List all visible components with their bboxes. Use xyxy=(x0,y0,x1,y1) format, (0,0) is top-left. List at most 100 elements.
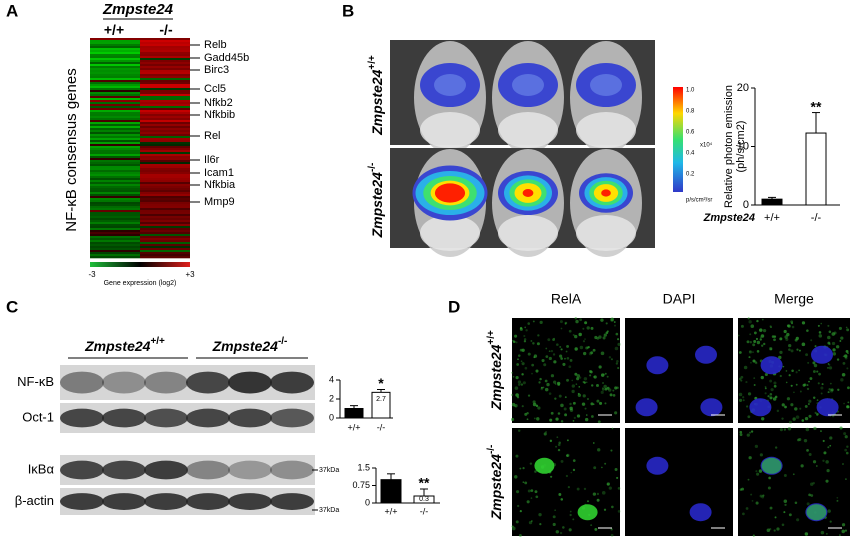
stain xyxy=(568,365,572,369)
row-label: Zmpste24+/+ xyxy=(486,330,504,411)
stain xyxy=(554,383,557,385)
stain xyxy=(519,467,522,470)
nucleus xyxy=(760,356,783,375)
nucleus xyxy=(811,345,833,364)
stain xyxy=(758,469,763,473)
heatmap-cell xyxy=(140,146,190,149)
colorbar-unit: p/s/cm²/sr xyxy=(686,198,712,204)
stain xyxy=(559,531,563,535)
stain xyxy=(759,338,762,341)
stain xyxy=(825,479,829,483)
stain xyxy=(785,337,789,341)
heatmap-cell xyxy=(140,118,190,121)
stain xyxy=(533,417,536,420)
stain xyxy=(778,355,782,360)
stain xyxy=(532,402,537,407)
stain xyxy=(810,339,813,342)
heatmap-cell xyxy=(90,106,140,109)
stain xyxy=(594,527,598,531)
stain xyxy=(566,453,570,457)
heatmap-cell xyxy=(140,142,190,145)
stain xyxy=(814,345,817,348)
stain xyxy=(816,399,819,401)
stain xyxy=(548,392,552,395)
stain xyxy=(820,430,822,433)
stain xyxy=(536,342,540,346)
stain xyxy=(552,522,556,527)
stain xyxy=(772,397,777,401)
heatmap-cell xyxy=(140,208,190,211)
heatmap-cell xyxy=(90,176,140,179)
heatmap-cell xyxy=(90,118,140,121)
stain xyxy=(770,388,774,392)
stain xyxy=(608,356,612,359)
micrograph xyxy=(738,428,850,536)
stain xyxy=(810,494,814,497)
stain xyxy=(554,509,556,512)
y-tick-label: 20 xyxy=(737,82,749,94)
stain xyxy=(521,362,525,366)
heatmap-cell xyxy=(90,192,140,195)
panel-label: B xyxy=(342,1,354,20)
stain xyxy=(572,468,576,472)
stain xyxy=(604,402,607,405)
heatmap-cell xyxy=(140,56,190,59)
stain xyxy=(754,396,758,400)
heatmap-cell xyxy=(140,80,190,83)
stain xyxy=(576,414,581,418)
stain xyxy=(555,417,559,421)
stain xyxy=(610,317,614,321)
stain xyxy=(597,420,601,424)
band xyxy=(60,371,104,394)
y-tick-label: 2 xyxy=(329,393,334,403)
stain xyxy=(770,326,772,329)
band xyxy=(270,371,314,394)
heatmap-cell xyxy=(90,240,140,243)
heatmap-cell xyxy=(140,52,190,55)
stain xyxy=(519,348,523,352)
stain xyxy=(576,487,580,491)
stain xyxy=(521,373,524,376)
stain xyxy=(559,345,562,348)
stain xyxy=(516,363,520,366)
stain xyxy=(530,489,534,493)
heatmap-cell xyxy=(90,84,140,87)
stain xyxy=(846,328,850,332)
y-label: (ph/s/cm2) xyxy=(735,121,747,173)
band xyxy=(270,493,314,510)
stain xyxy=(524,481,528,485)
band xyxy=(270,408,314,428)
stain xyxy=(814,411,817,414)
stain xyxy=(783,329,787,334)
heatmap-cell xyxy=(90,180,140,183)
stain xyxy=(784,503,787,507)
band xyxy=(228,371,272,394)
stain xyxy=(774,516,777,519)
stain xyxy=(806,448,809,452)
stain xyxy=(569,402,572,406)
panel-label: D xyxy=(448,297,460,316)
genotype: Zmpste24 xyxy=(212,338,279,354)
stain xyxy=(764,372,768,377)
stain xyxy=(750,324,755,328)
heatmap-cell xyxy=(140,88,190,91)
stain xyxy=(527,394,531,397)
band xyxy=(144,408,188,428)
stain xyxy=(801,419,805,422)
stain xyxy=(831,341,836,346)
gene-label: Nfkb2 xyxy=(204,97,233,109)
stain xyxy=(828,343,831,345)
heatmap-cell xyxy=(140,198,190,201)
stain xyxy=(565,474,569,478)
stain xyxy=(738,377,742,381)
stain xyxy=(742,396,745,399)
stain xyxy=(806,329,809,332)
stain xyxy=(560,403,564,408)
stain xyxy=(552,380,557,384)
stain xyxy=(522,467,525,470)
genotype: Zmpste24 xyxy=(369,172,385,239)
stain xyxy=(768,476,771,480)
stain xyxy=(813,363,818,368)
stain xyxy=(806,387,810,391)
heatmap-cell xyxy=(90,198,140,201)
